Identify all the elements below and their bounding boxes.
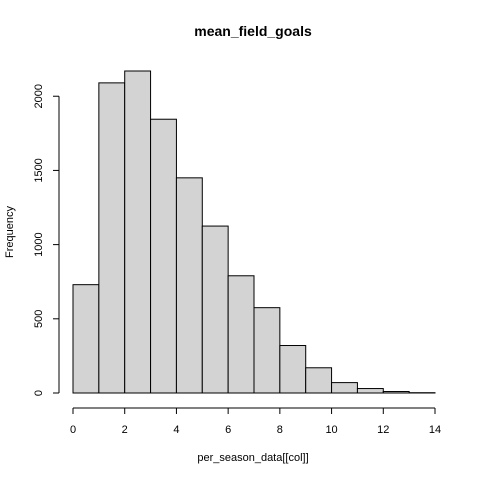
y-tick-label: 1500 <box>33 158 45 182</box>
x-tick-label: 4 <box>173 424 179 436</box>
x-tick-label: 8 <box>277 424 283 436</box>
chart-title: mean_field_goals <box>194 23 312 39</box>
histogram-bar-9 <box>305 367 333 394</box>
y-tick-label: 0 <box>33 390 45 396</box>
histogram-bar-11 <box>356 388 384 394</box>
histogram-bar-10 <box>331 382 358 394</box>
histogram-bar-7 <box>253 307 281 394</box>
histogram-bar-6 <box>227 275 255 394</box>
histogram-bar-3 <box>150 118 177 394</box>
histogram-bar-5 <box>201 225 229 394</box>
histogram-bar-1 <box>98 82 126 394</box>
histogram-bar-2 <box>124 70 152 394</box>
x-axis: 0 2 4 6 8 10 12 14 <box>70 407 441 436</box>
y-tick-label: 500 <box>33 310 45 328</box>
histogram-bar-4 <box>175 177 203 394</box>
x-tick-label: 0 <box>70 424 76 436</box>
y-tick-label: 2000 <box>33 84 45 108</box>
histogram-bar-12 <box>382 391 410 394</box>
bars-group <box>72 70 436 394</box>
x-tick-label: 12 <box>377 424 389 436</box>
x-tick-label: 14 <box>429 424 441 436</box>
x-tick-label: 6 <box>225 424 231 436</box>
x-axis-label: per_season_data[[col]] <box>197 452 308 464</box>
histogram-bar-8 <box>279 345 307 394</box>
histogram-bar-0 <box>72 284 100 394</box>
y-axis-label: Frequency <box>4 206 16 258</box>
x-tick-label: 2 <box>122 424 128 436</box>
y-tick-label: 1000 <box>33 232 45 256</box>
x-tick-label: 10 <box>325 424 337 436</box>
y-axis: 0 500 1000 1500 2000 <box>33 84 60 396</box>
